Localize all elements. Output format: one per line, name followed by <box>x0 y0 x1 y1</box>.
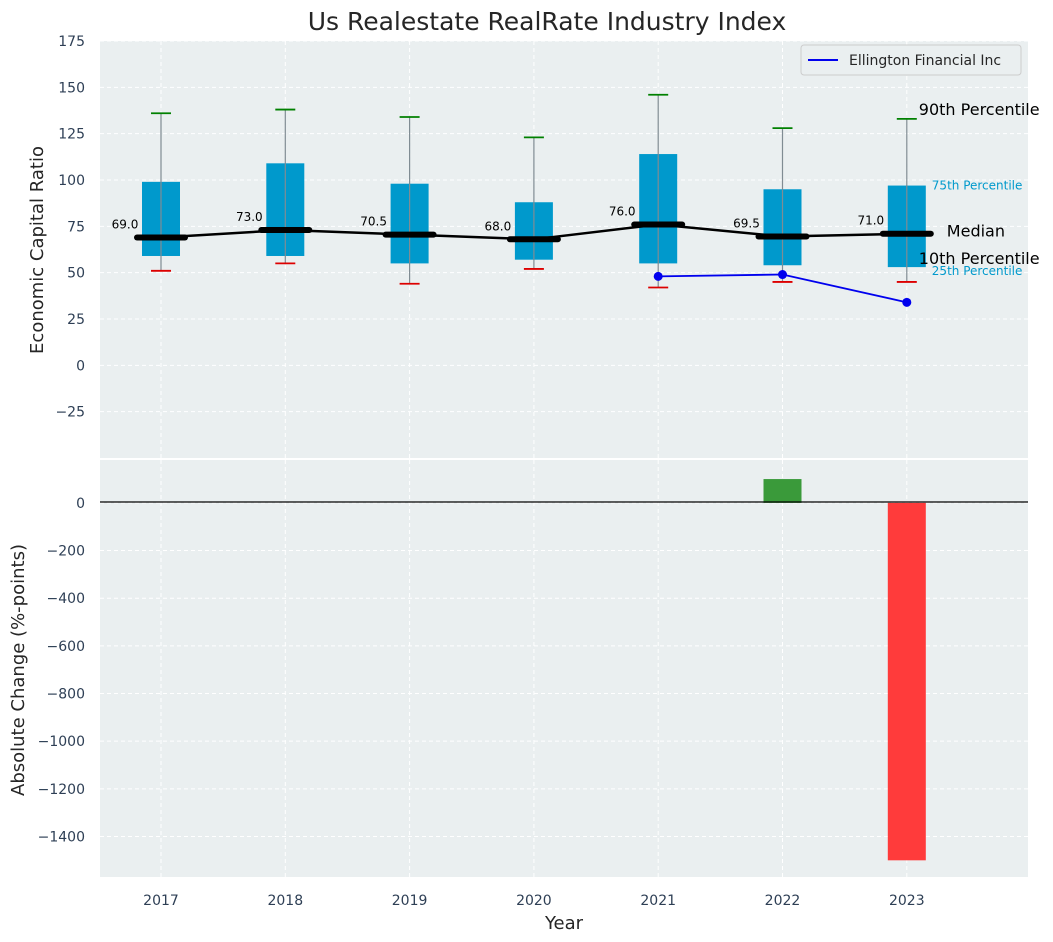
top-y-ticks: 175 150 125 100 75 50 25 0 −25 <box>55 34 85 421</box>
chart-title: Us Realestate RealRate Industry Index <box>308 7 787 36</box>
median-value-label: 68.0 <box>485 219 512 233</box>
x-tick-label: 2023 <box>889 893 925 909</box>
annotation-median: Median <box>947 222 1005 241</box>
x-tick-label: 2022 <box>765 893 801 909</box>
bottom-y-tick-label: −200 <box>47 544 85 560</box>
top-y-tick-label: 25 <box>67 312 85 328</box>
bottom-plot-area <box>100 460 1028 877</box>
annotation-p90: 90th Percentile <box>919 100 1040 119</box>
top-boxes <box>142 93 926 289</box>
median-value-label: 76.0 <box>609 204 636 218</box>
top-y-tick-label: 175 <box>58 34 85 50</box>
legend-box <box>800 44 1022 76</box>
top-y-tick-label: 150 <box>58 80 85 96</box>
bottom-y-tick-label: −1400 <box>38 829 85 845</box>
median-value-label: 69.5 <box>733 217 760 231</box>
bottom-y-axis-label: Absolute Change (%-points) <box>8 544 29 796</box>
company-point-2023 <box>902 297 912 307</box>
median-trend <box>134 221 934 243</box>
x-tick-label: 2019 <box>392 893 428 909</box>
company-series <box>653 270 912 307</box>
top-y-tick-label: 50 <box>67 266 85 282</box>
median-value-label: 73.0 <box>236 210 263 224</box>
bottom-y-tick-label: −600 <box>47 639 85 655</box>
company-point-2022 <box>778 270 787 280</box>
company-point-2021 <box>653 271 663 281</box>
bottom-y-tick-label: −1200 <box>38 782 85 798</box>
x-tick-label: 2021 <box>640 893 676 909</box>
median-value-label: 70.5 <box>360 215 387 229</box>
bottom-y-ticks: 0 −200 −400 −600 −800 −1000 −1200 −1400 <box>38 496 85 846</box>
top-y-axis-label: Economic Capital Ratio <box>27 146 48 354</box>
legend-entry-label: Ellington Financial Inc <box>849 53 1001 69</box>
top-y-tick-label: 100 <box>58 173 85 189</box>
bottom-y-tick-label: −1000 <box>38 734 85 750</box>
bottom-bars <box>763 479 926 861</box>
x-tick-label: 2017 <box>143 893 179 909</box>
annotation-p25: 25th Percentile <box>932 264 1023 278</box>
median-value-label: 71.0 <box>857 214 884 228</box>
bottom-grid <box>100 460 1028 877</box>
top-y-tick-label: −25 <box>55 405 85 421</box>
bottom-y-tick-label: −800 <box>47 687 85 703</box>
annotation-p75: 75th Percentile <box>932 179 1023 193</box>
x-axis-label: Year <box>544 913 584 934</box>
top-grid <box>100 40 1028 458</box>
x-tick-label: 2018 <box>267 893 303 909</box>
top-y-tick-label: 75 <box>67 219 85 235</box>
bottom-y-tick-label: 0 <box>76 496 85 512</box>
top-y-tick-label: 0 <box>76 358 85 374</box>
top-y-tick-label: 125 <box>58 127 85 143</box>
x-ticks: 2017 2018 2019 2020 2021 2022 2023 <box>143 893 924 909</box>
median-labels: 69.0 73.0 70.5 68.0 76.0 69.5 71.0 <box>112 204 885 233</box>
x-tick-label: 2020 <box>516 893 552 909</box>
change-bar-2022 <box>763 479 802 503</box>
change-bar-2023 <box>887 502 926 861</box>
annotation-p10: 10th Percentile <box>919 249 1040 268</box>
legend: Ellington Financial Inc <box>800 44 1022 76</box>
bottom-y-tick-label: −400 <box>47 591 85 607</box>
top-plot-area <box>100 41 1028 458</box>
median-value-label: 69.0 <box>112 217 139 231</box>
percentile-annotations: 90th Percentile 75th Percentile Median 25th… <box>919 100 1040 278</box>
